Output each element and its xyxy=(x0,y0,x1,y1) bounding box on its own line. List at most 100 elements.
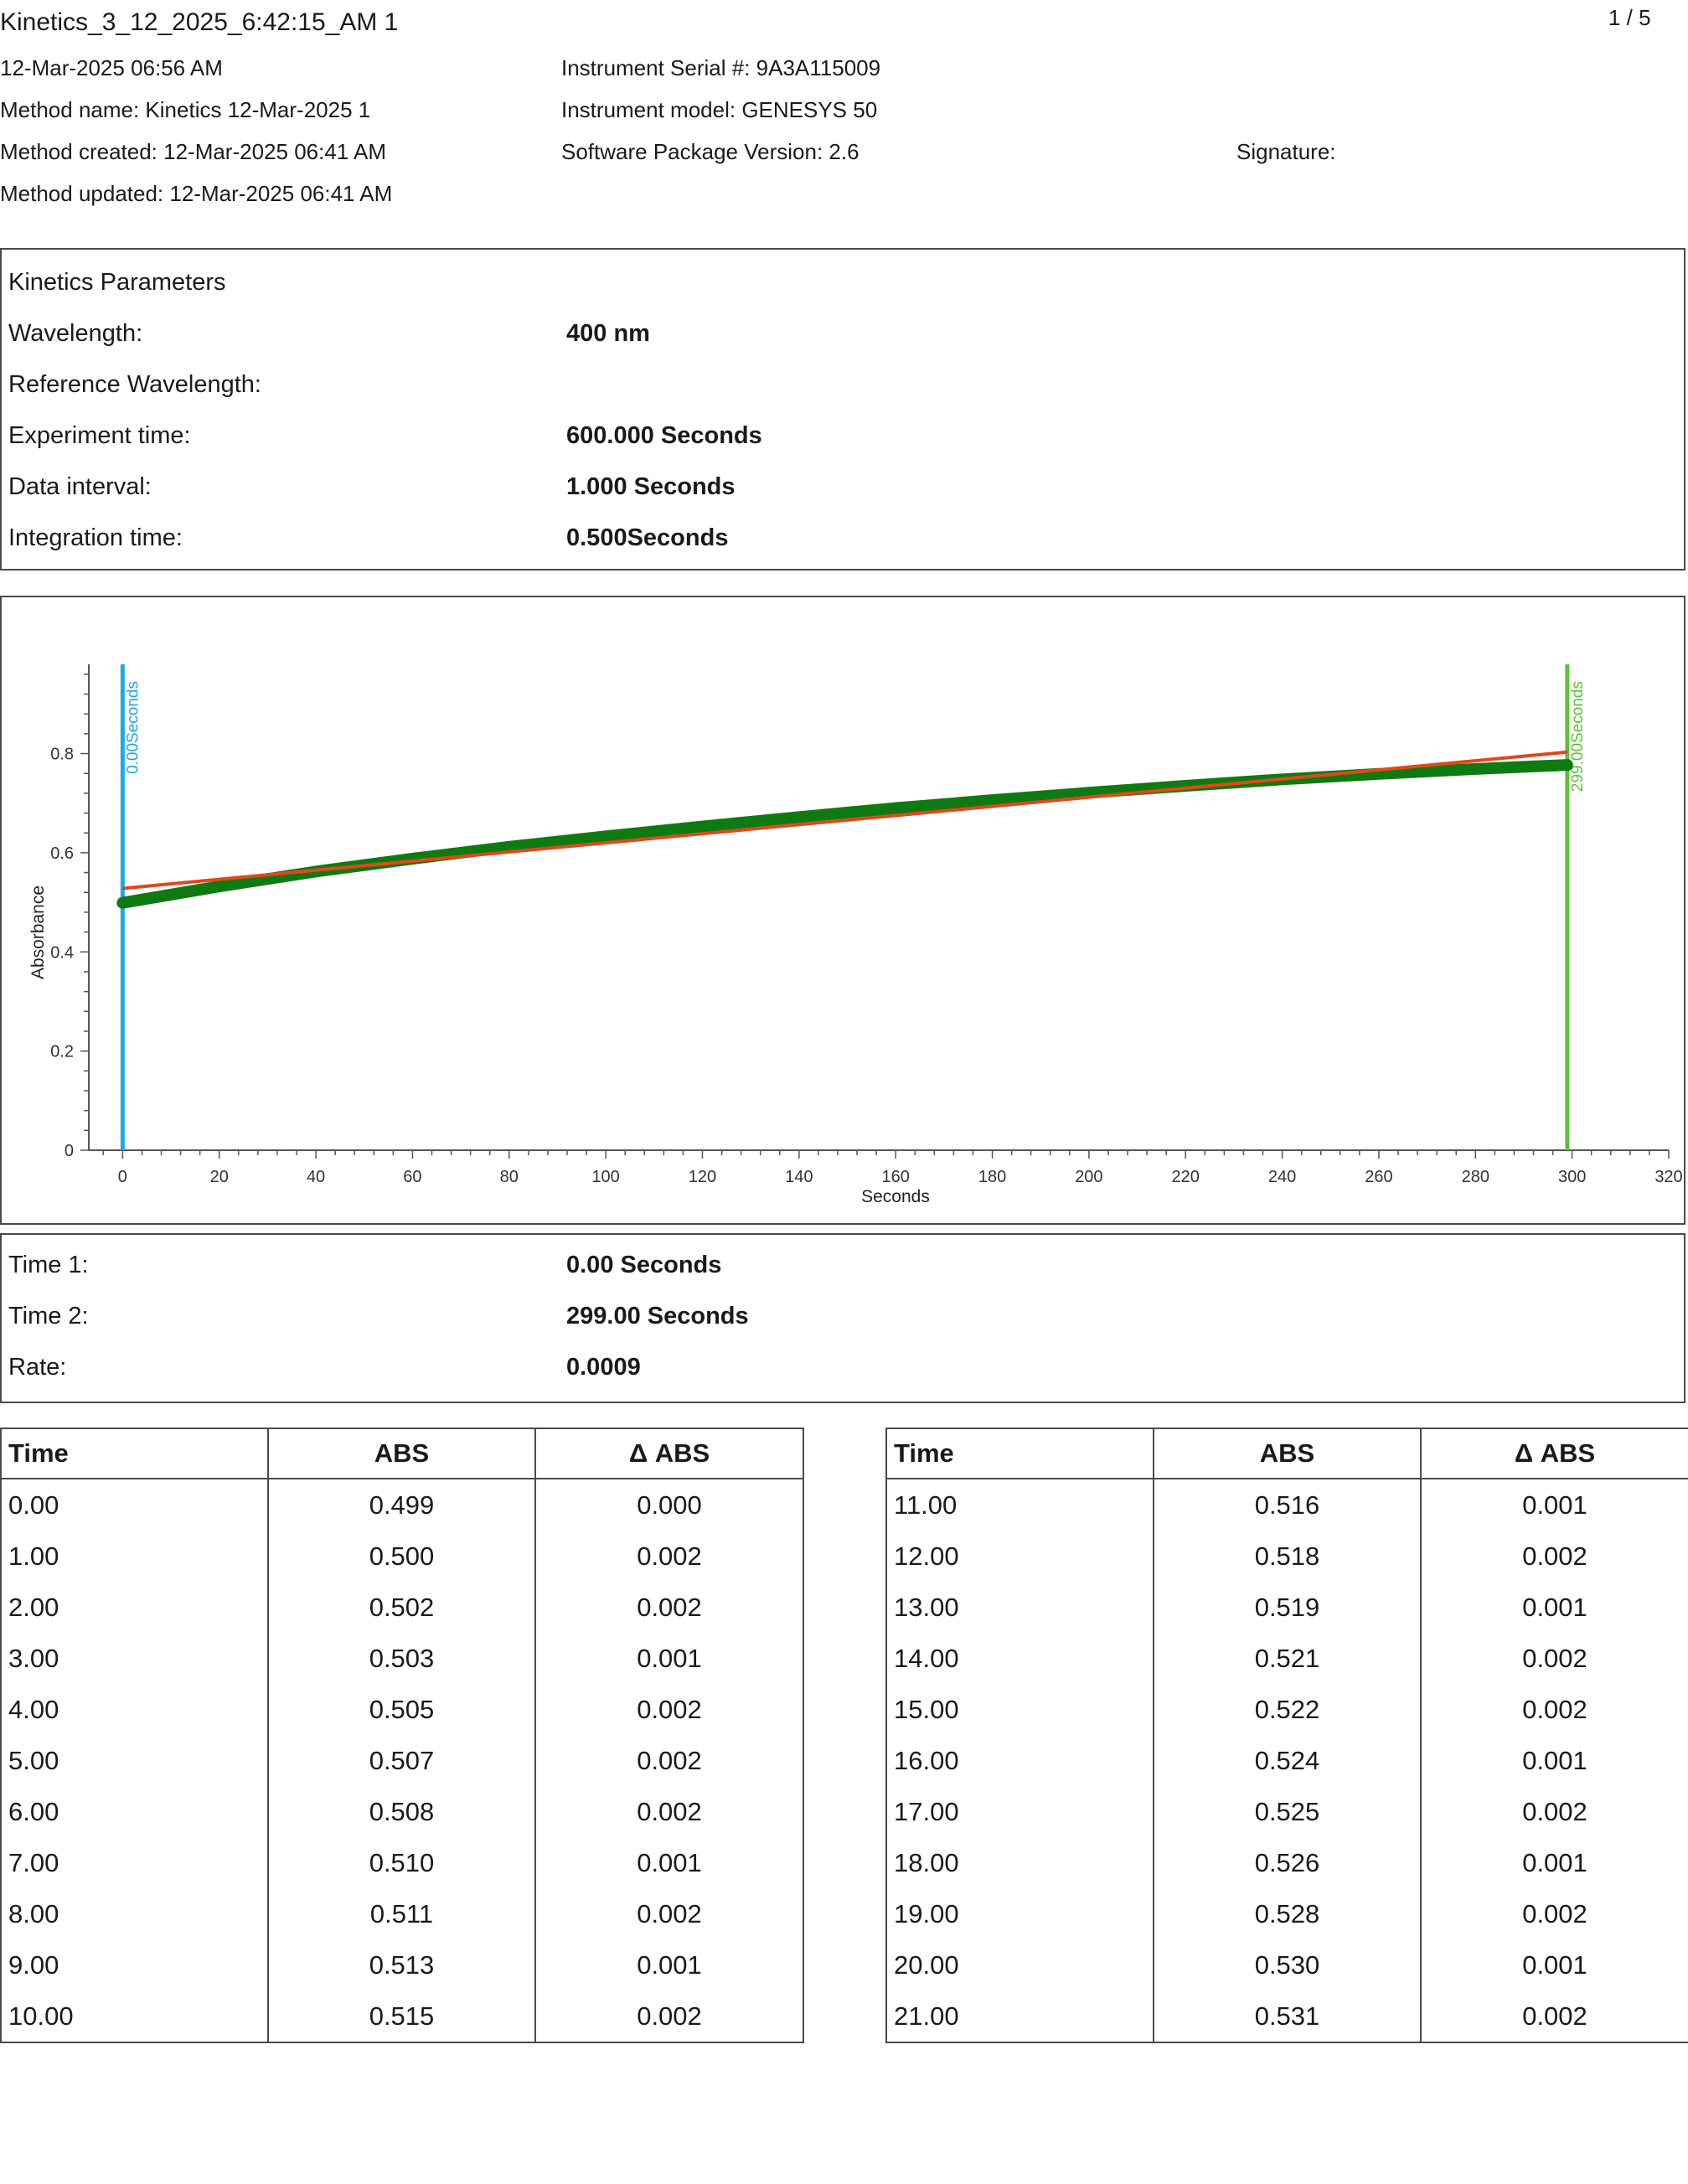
header-abs: ABS xyxy=(1153,1428,1422,1479)
chart-panel: 0 20 40 60 80 100 120 140 160 180 200 220 240 260 280 3… xyxy=(0,596,1685,1225)
cell-time: 11.00 xyxy=(885,1479,1154,1531)
y-tick-label: 0 xyxy=(65,1142,74,1160)
cell-abs: 0.531 xyxy=(1153,1990,1422,2043)
kinetics-parameters-panel: Kinetics Parameters Wavelength: 400 nm R… xyxy=(0,248,1685,571)
result-value-time1: 0.00 Seconds xyxy=(566,1252,722,1278)
cell-delta-abs: 0.002 xyxy=(1420,1786,1688,1837)
cell-delta-abs: 0.002 xyxy=(1420,1888,1688,1939)
cell-time: 19.00 xyxy=(885,1888,1154,1939)
cell-time: 13.00 xyxy=(885,1582,1154,1633)
header-delta-abs: Δ ABS xyxy=(1420,1428,1688,1479)
x-tick-label: 80 xyxy=(500,1168,519,1186)
cell-delta-abs: 0.001 xyxy=(534,1939,804,1990)
cell-delta-abs: 0.001 xyxy=(1420,1735,1688,1786)
cell-delta-abs: 0.002 xyxy=(534,1786,804,1837)
cell-time: 12.00 xyxy=(885,1531,1154,1582)
table-row: 9.00 0.513 0.001 xyxy=(0,1939,804,1990)
y-tick-label: 0.8 xyxy=(50,746,74,764)
cell-time: 16.00 xyxy=(885,1735,1154,1786)
x-tick-label: 300 xyxy=(1558,1168,1586,1186)
cell-delta-abs: 0.002 xyxy=(534,1531,804,1582)
software-version: Software Package Version: 2.6 xyxy=(561,139,859,164)
x-tick-label: 180 xyxy=(978,1168,1006,1186)
cell-time: 1.00 xyxy=(0,1531,269,1582)
data-point xyxy=(1562,761,1572,770)
table-row: 4.00 0.505 0.002 xyxy=(0,1684,804,1735)
param-label-experiment-time: Experiment time: xyxy=(8,422,191,449)
param-label-data-interval: Data interval: xyxy=(8,473,152,500)
data-point xyxy=(891,803,901,813)
data-point xyxy=(1374,769,1383,778)
data-point xyxy=(601,832,611,841)
cell-delta-abs: 0.001 xyxy=(1420,1837,1688,1888)
parameters-heading: Kinetics Parameters xyxy=(8,269,226,296)
cell-abs: 0.522 xyxy=(1153,1684,1422,1735)
param-value-integration-time: 0.500Seconds xyxy=(566,524,729,551)
cell-abs: 0.521 xyxy=(1153,1633,1422,1684)
cell-abs: 0.507 xyxy=(267,1735,536,1786)
x-tick-label: 0 xyxy=(118,1168,127,1186)
cell-time: 21.00 xyxy=(885,1990,1154,2043)
cell-abs: 0.525 xyxy=(1153,1786,1422,1837)
y-axis-label: Absorbance xyxy=(28,885,48,979)
table-row: 8.00 0.511 0.002 xyxy=(0,1888,804,1939)
x-tick-label: 40 xyxy=(307,1168,325,1186)
table-row: 19.00 0.528 0.002 xyxy=(885,1888,1688,1939)
x-tick-label: 60 xyxy=(403,1168,421,1186)
table-row: 21.00 0.531 0.002 xyxy=(885,1990,1688,2043)
cell-delta-abs: 0.002 xyxy=(1420,1684,1688,1735)
signature-label: Signature: xyxy=(1236,139,1336,164)
param-value-data-interval: 1.000 Seconds xyxy=(566,473,736,500)
cell-abs: 0.503 xyxy=(267,1633,536,1684)
cell-abs: 0.515 xyxy=(267,1990,536,2043)
table-row: 10.00 0.515 0.002 xyxy=(0,1990,804,2043)
time2-marker-label: 299.00Seconds xyxy=(1569,681,1587,792)
cell-time: 3.00 xyxy=(0,1633,269,1684)
result-label-time2: Time 2: xyxy=(8,1303,89,1330)
table-row: 16.00 0.524 0.001 xyxy=(885,1735,1688,1786)
cell-time: 10.00 xyxy=(0,1990,269,2043)
param-label-wavelength: Wavelength: xyxy=(8,320,143,347)
table-row: 14.00 0.521 0.002 xyxy=(885,1633,1688,1684)
table-row: 17.00 0.525 0.002 xyxy=(885,1786,1688,1837)
data-point xyxy=(1084,788,1093,798)
x-tick-label: 220 xyxy=(1172,1168,1200,1186)
param-label-reference-wavelength: Reference Wavelength: xyxy=(8,371,261,398)
param-label-integration-time: Integration time: xyxy=(8,524,183,551)
x-axis-label: Seconds xyxy=(861,1187,930,1206)
table-row: 18.00 0.526 0.001 xyxy=(885,1837,1688,1888)
rate-fit-line xyxy=(122,750,1568,891)
x-tick-label: 260 xyxy=(1365,1168,1392,1186)
cell-time: 4.00 xyxy=(0,1684,269,1735)
cell-delta-abs: 0.002 xyxy=(1420,1633,1688,1684)
data-point xyxy=(698,822,707,831)
cell-time: 18.00 xyxy=(885,1837,1154,1888)
cell-abs: 0.528 xyxy=(1153,1888,1422,1939)
cell-time: 2.00 xyxy=(0,1582,269,1633)
cell-delta-abs: 0.001 xyxy=(1420,1939,1688,1990)
report-title: Kinetics_3_12_2025_6:42:15_AM 1 xyxy=(0,8,399,36)
cell-delta-abs: 0.002 xyxy=(1420,1990,1688,2043)
result-label-time1: Time 1: xyxy=(8,1252,89,1278)
instrument-model: Instrument model: GENESYS 50 xyxy=(561,97,878,122)
time1-marker-label: 0.00Seconds xyxy=(124,681,142,774)
table-row: 12.00 0.518 0.002 xyxy=(885,1531,1688,1582)
data-point xyxy=(504,842,514,851)
y-tick-label: 0.2 xyxy=(50,1043,74,1061)
cell-time: 17.00 xyxy=(885,1786,1154,1837)
data-point xyxy=(118,898,127,907)
table-row: 1.00 0.500 0.002 xyxy=(0,1531,804,1582)
header-time: Time xyxy=(0,1428,269,1479)
cell-abs: 0.524 xyxy=(1153,1735,1422,1786)
y-tick-label: 0.6 xyxy=(50,844,74,863)
cell-time: 8.00 xyxy=(0,1888,269,1939)
report-date: 12-Mar-2025 06:56 AM xyxy=(0,55,223,80)
y-tick-label: 0.4 xyxy=(50,943,74,962)
cell-time: 5.00 xyxy=(0,1735,269,1786)
result-value-time2: 299.00 Seconds xyxy=(566,1303,749,1330)
x-tick-label: 320 xyxy=(1654,1168,1682,1186)
table-row: 13.00 0.519 0.001 xyxy=(885,1582,1688,1633)
table-header-row: Time ABS Δ ABS xyxy=(885,1428,1688,1479)
data-point xyxy=(1471,764,1480,773)
table-row: 5.00 0.507 0.002 xyxy=(0,1735,804,1786)
